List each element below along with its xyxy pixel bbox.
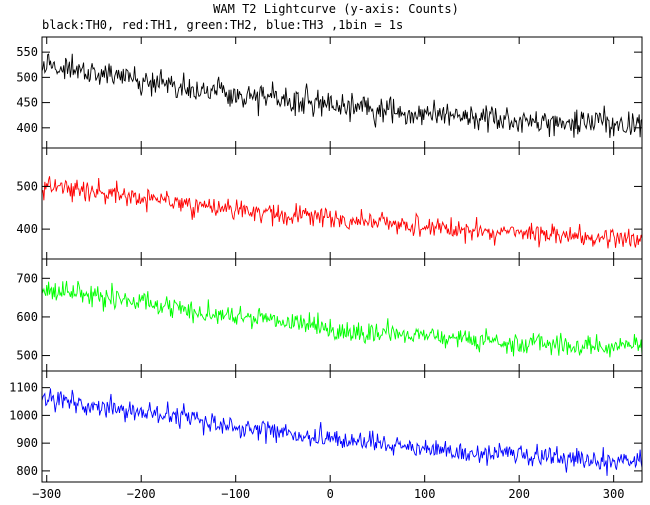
y-tick-label: 600 xyxy=(16,310,38,324)
panel-th1: 400 500 xyxy=(16,147,643,260)
x-tick-label: 200 xyxy=(508,487,530,501)
panel-frame xyxy=(41,370,643,483)
y-tick-label: 500 xyxy=(16,349,38,363)
y-tick-label: 700 xyxy=(16,271,38,285)
panel-th2: 500 600 700 xyxy=(16,258,643,372)
y-tick-label: 550 xyxy=(16,45,38,59)
panel-th0: 400 450 500 550 xyxy=(16,36,643,149)
y-tick-label: 450 xyxy=(16,96,38,110)
x-tick-label: −300 xyxy=(32,487,61,501)
series-th1 xyxy=(42,176,642,249)
chart-title: WAM T2 Lightcurve (y-axis: Counts) xyxy=(213,2,459,16)
y-tick-label: 400 xyxy=(16,121,38,135)
x-tick-label: 0 xyxy=(327,487,334,501)
x-tick-label: −100 xyxy=(221,487,250,501)
x-axis-labels: −300 −200 −100 0 100 200 300 xyxy=(32,487,624,501)
y-tick-label: 800 xyxy=(16,464,38,478)
y-tick-label: 1100 xyxy=(9,381,38,395)
x-tick-label: −200 xyxy=(127,487,156,501)
x-tick-label: 300 xyxy=(603,487,625,501)
x-tick-label: 100 xyxy=(414,487,436,501)
panel-frame xyxy=(41,36,643,149)
series-th3 xyxy=(42,388,642,476)
chart-subtitle: black:TH0, red:TH1, green:TH2, blue:TH3 … xyxy=(42,18,403,32)
panel-frame xyxy=(41,258,643,372)
series-th2 xyxy=(42,280,642,358)
y-tick-label: 400 xyxy=(16,222,38,236)
y-tick-label: 500 xyxy=(16,70,38,84)
panel-th3: 800 900 1000 1100 xyxy=(9,370,643,483)
series-th0 xyxy=(42,53,642,138)
panel-frame xyxy=(41,147,643,260)
y-tick-label: 500 xyxy=(16,179,38,193)
y-tick-label: 1000 xyxy=(9,408,38,422)
y-tick-label: 900 xyxy=(16,436,38,450)
